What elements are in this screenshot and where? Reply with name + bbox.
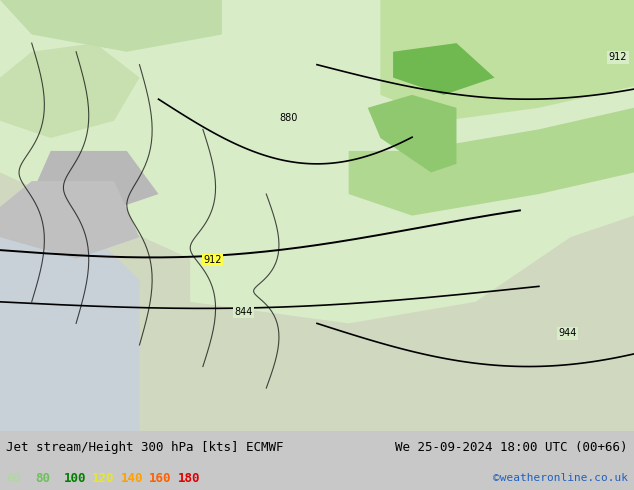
Text: 140: 140	[120, 472, 143, 485]
Polygon shape	[393, 43, 495, 95]
Polygon shape	[0, 181, 139, 259]
Text: 160: 160	[149, 472, 171, 485]
PathPatch shape	[0, 221, 476, 285]
Text: Jet stream/Height 300 hPa [kts] ECMWF: Jet stream/Height 300 hPa [kts] ECMWF	[6, 441, 284, 454]
PathPatch shape	[190, 74, 349, 95]
Text: 844: 844	[235, 307, 253, 317]
Polygon shape	[0, 0, 634, 323]
Text: We 25-09-2024 18:00 UTC (00+66): We 25-09-2024 18:00 UTC (00+66)	[395, 441, 628, 454]
Text: 100: 100	[63, 472, 86, 485]
Text: 944: 944	[558, 328, 576, 338]
PathPatch shape	[0, 206, 476, 270]
PathPatch shape	[368, 213, 571, 241]
Polygon shape	[349, 108, 634, 216]
Polygon shape	[0, 237, 139, 431]
PathPatch shape	[368, 200, 571, 228]
Polygon shape	[0, 0, 222, 52]
Polygon shape	[0, 0, 634, 431]
PathPatch shape	[190, 84, 349, 106]
Polygon shape	[368, 95, 456, 172]
Text: 60: 60	[6, 472, 22, 485]
Text: ©weatheronline.co.uk: ©weatheronline.co.uk	[493, 473, 628, 483]
Text: 912: 912	[203, 255, 221, 265]
Polygon shape	[32, 151, 158, 216]
Text: 180: 180	[178, 472, 200, 485]
Polygon shape	[0, 43, 139, 138]
Text: 120: 120	[92, 472, 114, 485]
Text: 912: 912	[609, 52, 627, 62]
Text: 880: 880	[279, 113, 297, 122]
PathPatch shape	[0, 227, 476, 290]
Text: 80: 80	[35, 472, 50, 485]
Polygon shape	[380, 0, 634, 121]
PathPatch shape	[0, 178, 476, 242]
PathPatch shape	[0, 196, 476, 259]
PathPatch shape	[0, 215, 476, 278]
